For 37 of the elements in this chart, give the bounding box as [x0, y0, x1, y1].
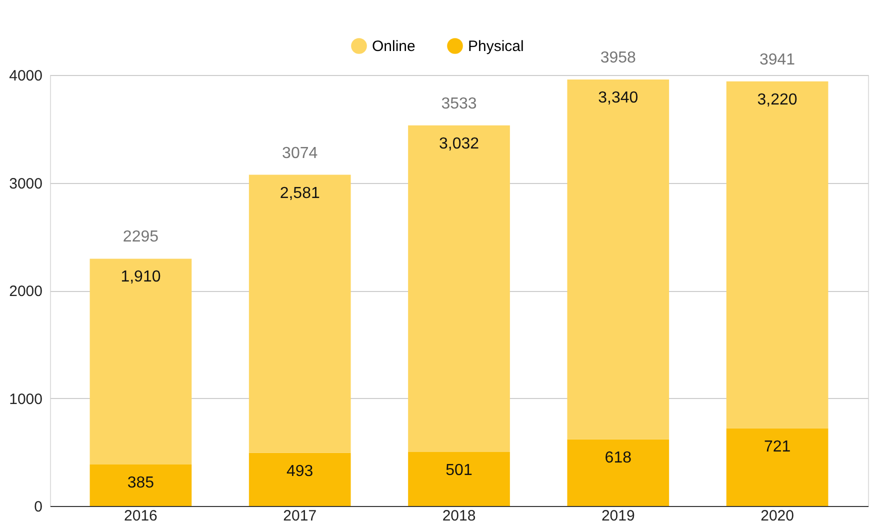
y-tick-label: 4000 [9, 68, 42, 84]
y-tick-label: 1000 [9, 390, 42, 408]
bar [90, 258, 192, 465]
x-tick-label: 2016 [124, 508, 158, 524]
data-label: 501 [446, 462, 472, 480]
bar [90, 464, 192, 506]
x-tick-label: 2020 [760, 508, 794, 524]
data-label: 2,581 [280, 184, 320, 202]
legend-label: Online [372, 38, 416, 55]
total-label: 3533 [441, 95, 477, 112]
total-label: 3958 [600, 50, 636, 67]
y-tick-label: 0 [34, 498, 42, 516]
x-tick-label: 2019 [601, 508, 635, 524]
data-label: 3,220 [757, 91, 798, 108]
x-tick-label: 2018 [442, 508, 476, 524]
data-label: 721 [764, 438, 791, 456]
total-label: 3941 [759, 51, 796, 68]
total-label: 3074 [282, 144, 318, 162]
data-label: 385 [127, 474, 154, 492]
x-tick-label: 2017 [283, 508, 317, 524]
bar [408, 125, 510, 452]
bar [726, 81, 828, 428]
bar [726, 428, 828, 506]
bar [408, 452, 510, 506]
total-label: 2295 [122, 228, 159, 246]
legend-label: Physical [468, 38, 524, 55]
data-label: 1,910 [120, 268, 161, 286]
data-label: 618 [604, 449, 632, 466]
y-tick-label: 3000 [9, 175, 42, 192]
bar [567, 439, 670, 506]
bar [248, 174, 351, 453]
y-tick-label: 2000 [9, 283, 42, 300]
bar [248, 452, 351, 506]
bar [567, 80, 670, 440]
data-label: 3,340 [598, 90, 638, 107]
data-label: 3,032 [438, 135, 480, 152]
data-label: 493 [286, 462, 314, 480]
